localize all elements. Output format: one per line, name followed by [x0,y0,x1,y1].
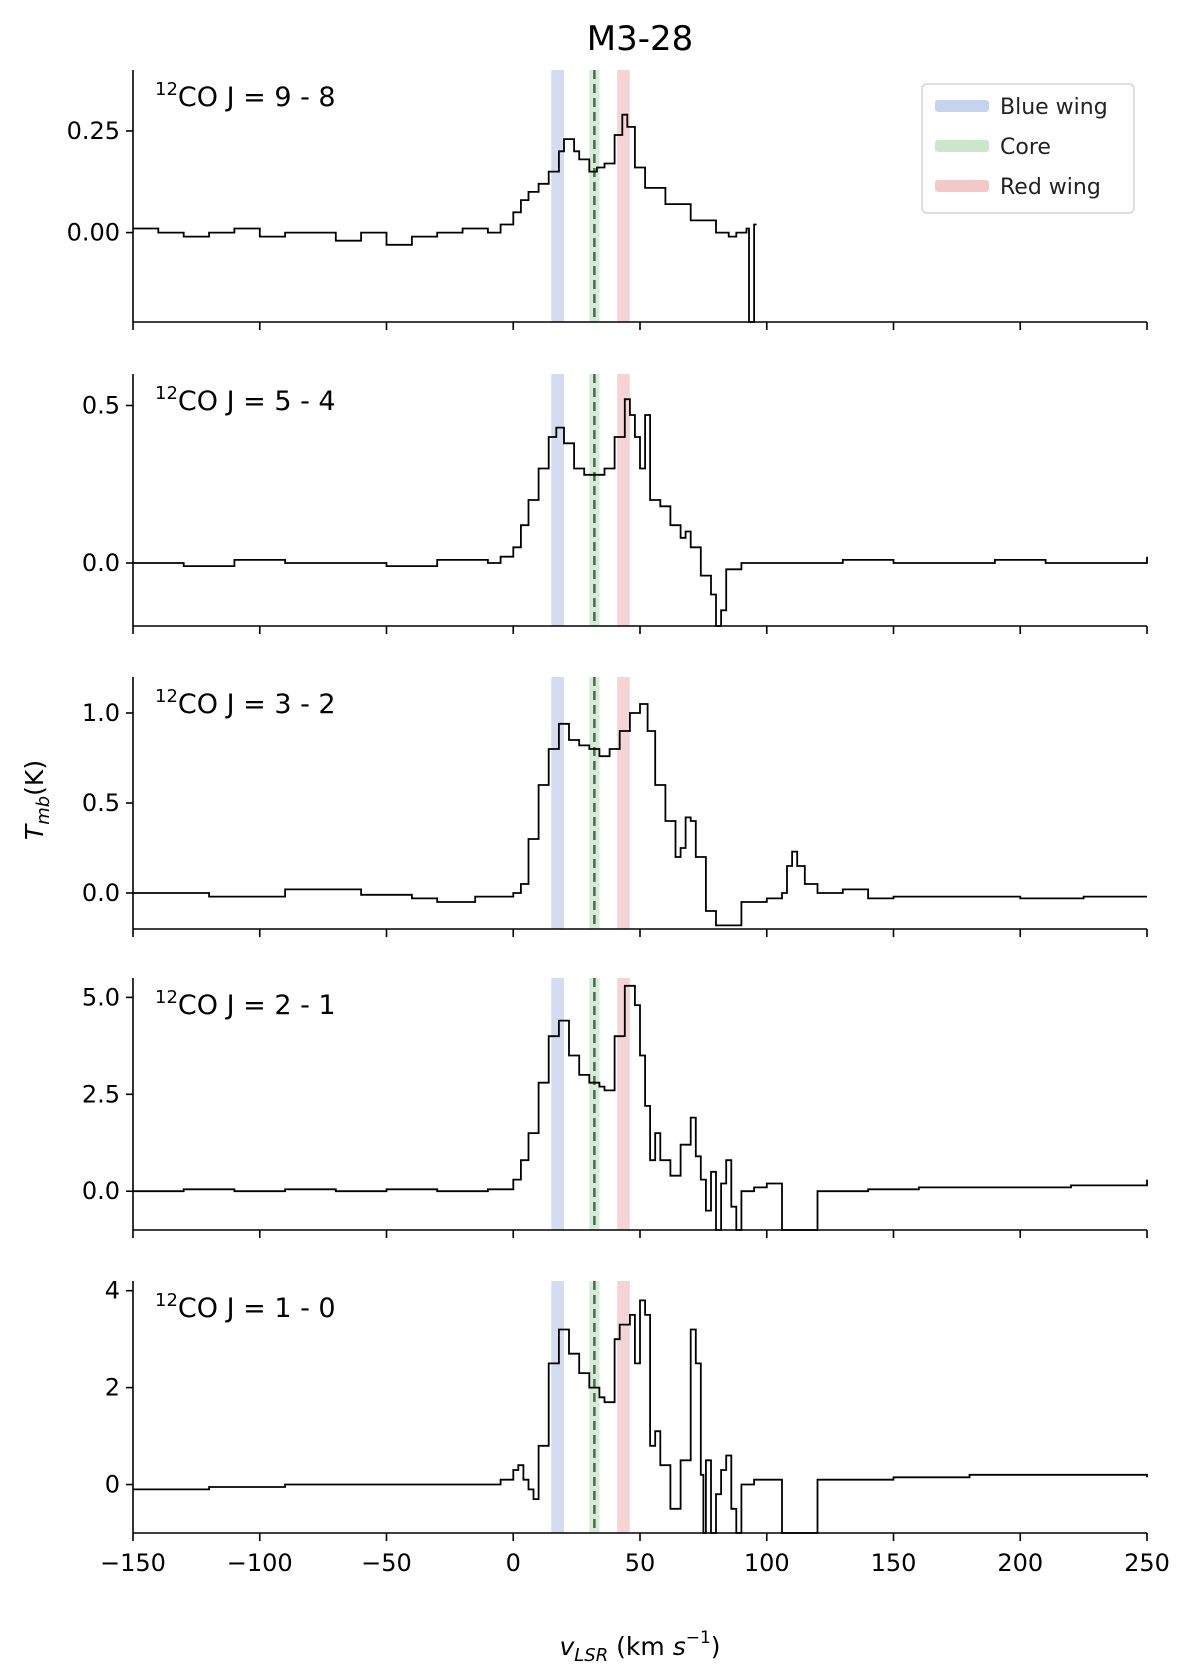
y-tick-label: 5.0 [82,983,120,1011]
y-tick-label: 0.0 [82,879,120,907]
red-wing-band [617,677,630,929]
y-axis-label: Tmb(K) [20,760,54,840]
legend-swatch-blue-wing [935,100,989,112]
y-tick-label: 0.0 [82,549,120,577]
x-tick-label: 0 [506,1549,521,1577]
x-axis-label: vLSR (km s−1) [559,1628,720,1666]
x-tick-label: −100 [227,1549,293,1577]
legend-label-blue-wing: Blue wing [1000,95,1108,120]
y-tick-label: 0.00 [67,219,120,247]
panel-transition-label: 12CO J = 3 - 2 [155,686,336,720]
legend-swatch-red-wing [935,180,989,192]
y-tick-label: 1.0 [82,699,120,727]
panel-2: 0.5 0.0 12CO J = 5 - 4 [82,374,1148,634]
x-tick-label: −50 [361,1549,412,1577]
panel-4: 5.0 2.5 0.0 12CO J = 2 - 1 [82,978,1148,1238]
spectrum-line [133,984,1148,1231]
y-tick-label: 0.0 [82,1177,120,1205]
panel-3: 1.0 0.5 0.0 12CO J = 3 - 2 [82,677,1148,937]
blue-wing-band [551,677,564,929]
legend-label-red-wing: Red wing [1000,175,1101,200]
spectrum-line [133,113,757,323]
panel-1: 0.25 0.00 12CO J = 9 - 8 [67,70,1148,330]
red-wing-band [617,374,630,626]
blue-wing-band [551,978,564,1230]
spectrum-line [133,398,1148,627]
figure-title: M3-28 [587,19,694,59]
x-tick-label: 150 [871,1549,917,1577]
y-tick-label: 0.25 [67,117,120,145]
blue-wing-band [551,1281,564,1533]
y-tick-label: 2 [105,1374,120,1402]
panel-5: 4 2 0 −150 −100 −50 0 50 100 150 200 250 12CO J = 1 … [100,1277,1170,1577]
blue-wing-band [551,70,564,322]
y-tick-label: 0 [105,1471,120,1499]
blue-wing-band [551,374,564,626]
panel-transition-label: 12CO J = 9 - 8 [155,79,336,113]
red-wing-band [617,70,630,322]
red-wing-band [617,978,630,1230]
legend-label-core: Core [1000,135,1051,160]
x-tick-label: 250 [1124,1549,1170,1577]
panel-transition-label: 12CO J = 1 - 0 [155,1290,336,1324]
x-tick-label: 200 [997,1549,1043,1577]
y-tick-label: 4 [105,1277,120,1305]
panel-transition-label: 12CO J = 5 - 4 [155,383,336,417]
red-wing-band [617,1281,630,1533]
panel-transition-label: 12CO J = 2 - 1 [155,987,336,1021]
legend: Blue wing Core Red wing [921,83,1135,214]
y-tick-label: 0.5 [82,392,120,420]
legend-swatch-core [935,140,989,152]
spectrum-line [133,703,1147,927]
y-tick-label: 0.5 [82,789,120,817]
x-tick-label: 50 [625,1549,656,1577]
x-tick-label: −150 [100,1549,166,1577]
spectrum-line [133,1299,1148,1534]
y-tick-label: 2.5 [82,1080,120,1108]
x-tick-label: 100 [744,1549,790,1577]
